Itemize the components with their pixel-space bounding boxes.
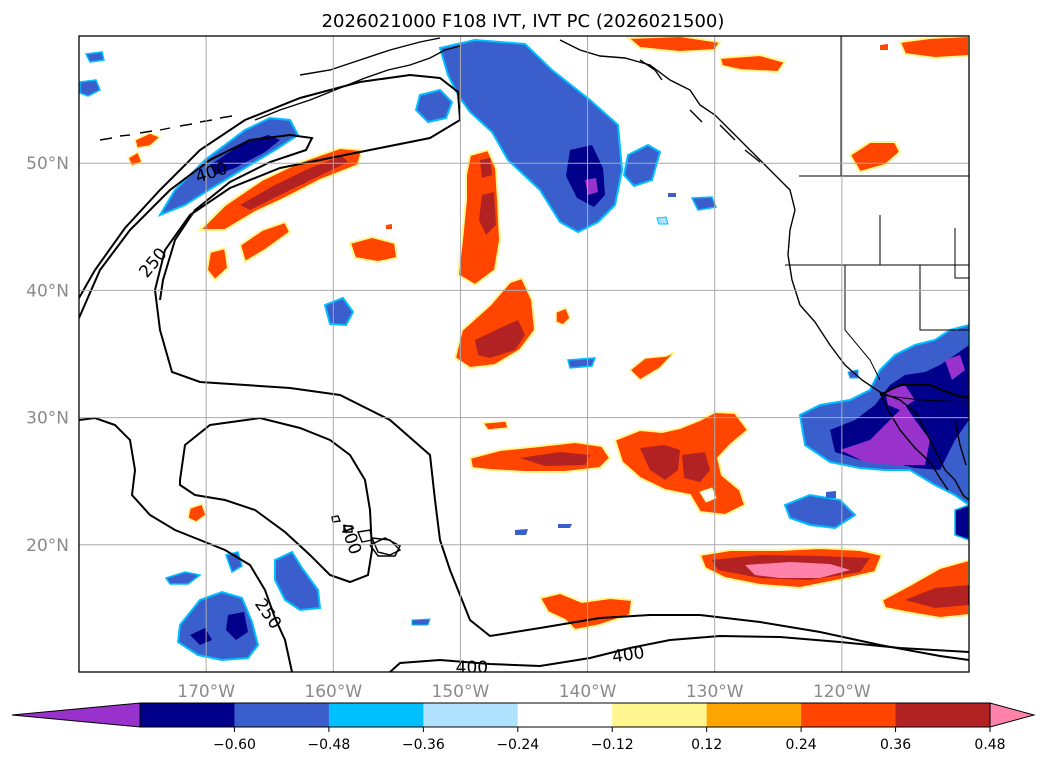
baja-peninsula [879,391,949,491]
lon-tick-label: 120°W [813,682,871,702]
colorbar-extend-low [11,702,141,728]
colorbar-tick-label: −0.36 [402,737,445,753]
colorbar-tick-label: 0.36 [880,737,911,753]
contour-400-south [389,634,969,672]
us-mexico-border [879,394,969,403]
anomaly-north-pacific-positive [127,132,399,282]
anomaly-north-pacific-west-negative [79,51,355,327]
colorbar-segment [423,703,519,727]
anomaly-canada-positive [625,36,969,174]
colorbar-tick-label: 0.24 [786,737,817,753]
bc-coastline [559,39,796,211]
bc-islands [639,59,761,163]
lon-tick-label: 140°W [559,682,617,702]
colorbar-extend-high [989,702,1036,728]
colorbar: −0.60 −0.48 −0.36 −0.24 −0.12 0.12 0.24 0.36 0.4… [11,702,1036,753]
colorbar-tick-label: 0.12 [691,737,722,753]
axis-tick-labels: 170°W 160°W 150°W 140°W 130°W 120°W 20°N 30°N 40… [26,154,871,702]
us-state-borders [785,215,969,381]
colorbar-tick-label: −0.48 [307,737,350,753]
contour-label: 400 [456,658,488,678]
colorbar-segment [706,703,802,727]
colorbar-segment [517,703,613,727]
anomaly-hawaii-negative [164,357,597,662]
lon-tick-label: 130°W [686,682,744,702]
political-borders [785,36,969,403]
lon-tick-label: 160°W [304,682,362,702]
lat-lon-grid [79,36,969,672]
aleutian-islands [99,115,233,141]
colorbar-segment [895,703,991,727]
alaska-interior-coast [299,37,441,76]
alaska-coastline [254,45,461,121]
lat-tick-label: 30°N [26,409,69,429]
lat-tick-label: 20°N [26,536,69,556]
hawaii-islands [331,515,402,556]
colorbar-tick-label: −0.24 [496,737,539,753]
colorbar-tick-label: 0.48 [974,737,1005,753]
lon-tick-label: 170°W [177,682,235,702]
coastlines [99,37,969,556]
colorbar-tick-label: −0.12 [591,737,634,753]
gulf-of-california [954,419,967,466]
contour-400-north [79,133,314,319]
lat-tick-label: 40°N [26,281,69,301]
colorbar-tick-label: −0.60 [213,737,256,753]
contour-baja [879,384,969,399]
contour-400-subtropical [179,416,374,584]
colorbar-segment [328,703,424,727]
lat-tick-label: 50°N [26,154,69,174]
colorbar-outline [139,702,991,728]
chart-title: 2026021000 F108 IVT, IVT PC (2026021500) [322,11,725,32]
colorbar-segment [140,703,235,727]
colorbar-segment [234,703,330,727]
contour-label: 400 [611,643,646,667]
anomaly-central-pacific-positive [453,148,676,381]
colorbar-segment [801,703,897,727]
us-west-coastline [787,209,969,501]
lon-tick-label: 150°W [432,682,490,702]
contour-250-west [79,416,293,672]
plot-frame [78,35,970,673]
colorbar-segment [612,703,708,727]
